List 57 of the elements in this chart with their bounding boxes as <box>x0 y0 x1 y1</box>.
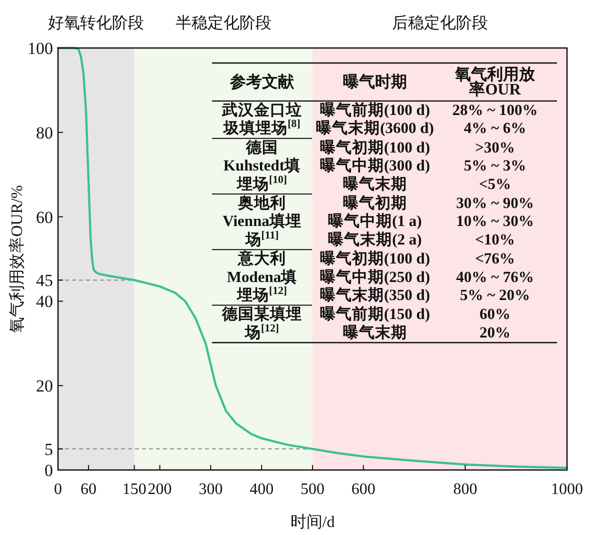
annotation: 4% ~ 6% <box>464 120 526 138</box>
x-tick-label: 1000 <box>551 481 583 498</box>
y-tick-label: 100 <box>28 39 53 58</box>
annotation: 20% <box>480 324 510 342</box>
annotation: 曝气时期 <box>343 73 407 91</box>
annotation: 60% <box>480 306 510 324</box>
y-tick-label: 40 <box>36 292 53 312</box>
annotation: 曝气末期 <box>343 323 407 342</box>
y-tick-label: 60 <box>36 208 53 227</box>
annotation: 曝气末期(350 d) <box>320 286 430 304</box>
x-tick-label: 800 <box>453 481 478 498</box>
annotation: 武汉金口垃圾填埋场$^{[8]}$ <box>221 101 302 138</box>
x-tick-label: 400 <box>250 481 274 498</box>
y-tick-label: 45 <box>36 271 53 290</box>
y-tick-label: 80 <box>36 123 53 142</box>
band-label: 半稳定化阶段 <box>175 14 272 32</box>
line-series <box>56 46 568 469</box>
x-tick-label: 600 <box>351 481 376 498</box>
annotation: 曝气前期(150 d) <box>320 305 430 324</box>
x-tick-label: 150 <box>122 481 146 498</box>
annotation: 曝气末期 <box>343 174 407 193</box>
annotation: 曝气中期(250 d) <box>320 268 430 286</box>
annotation: 德国Kuhstedt填埋场$^{[10]}$ <box>223 138 301 193</box>
annotation: 氧气利用放率OUR <box>454 66 536 98</box>
annotation: 曝气初期(100 d) <box>320 250 430 268</box>
annotation: >30% <box>475 139 515 156</box>
annotation: 曝气中期(1 a) <box>328 212 422 230</box>
x-tick-label: 500 <box>300 481 324 498</box>
annotation: 奥地利Vienna填埋场$^{[11]}$ <box>222 194 302 248</box>
annotation: 曝气末期(3600 d) <box>316 119 434 138</box>
x-tick-label: 200 <box>148 481 172 498</box>
annotation: <10% <box>475 231 515 248</box>
annotation: 10% ~ 30% <box>456 213 534 230</box>
annotation: 曝气中期(300 d) <box>320 156 430 175</box>
annotation: 曝气初期 <box>343 194 407 212</box>
annotation: 5% ~ 20% <box>460 287 530 304</box>
x-tick-label: 60 <box>80 481 97 498</box>
y-axis-title: 氧气利用效率OUR/% <box>8 185 26 333</box>
annotation: 5% ~ 3% <box>464 158 526 175</box>
annotation: 曝气前期(100 d) <box>320 101 430 119</box>
annotation: 30% ~ 90% <box>456 195 534 212</box>
annotation: <76% <box>475 250 515 268</box>
x-tick-label: 300 <box>198 481 223 498</box>
annotation: 曝气初期(100 d) <box>320 138 430 156</box>
y-tick-label: 5 <box>44 440 53 459</box>
annotation: 28% ~ 100% <box>452 102 538 119</box>
annotation: <5% <box>478 176 512 193</box>
annotation: 德国某填埋场$^{[12]}$ <box>221 305 302 342</box>
annotation: 参考文献 <box>229 73 295 91</box>
annotation: 曝气末期(2 a) <box>328 230 422 248</box>
band-label: 好氧转化阶段 <box>48 14 144 32</box>
y-tick-label: 20 <box>36 376 53 396</box>
annotation: 40% ~ 76% <box>456 268 534 286</box>
band-label: 后稳定化阶段 <box>392 14 488 32</box>
y-tick-label: 0 <box>44 461 53 480</box>
x-axis-title: 时间/d <box>290 513 335 531</box>
annotation: 意大利Modena填埋场$^{[12]}$ <box>226 250 298 304</box>
